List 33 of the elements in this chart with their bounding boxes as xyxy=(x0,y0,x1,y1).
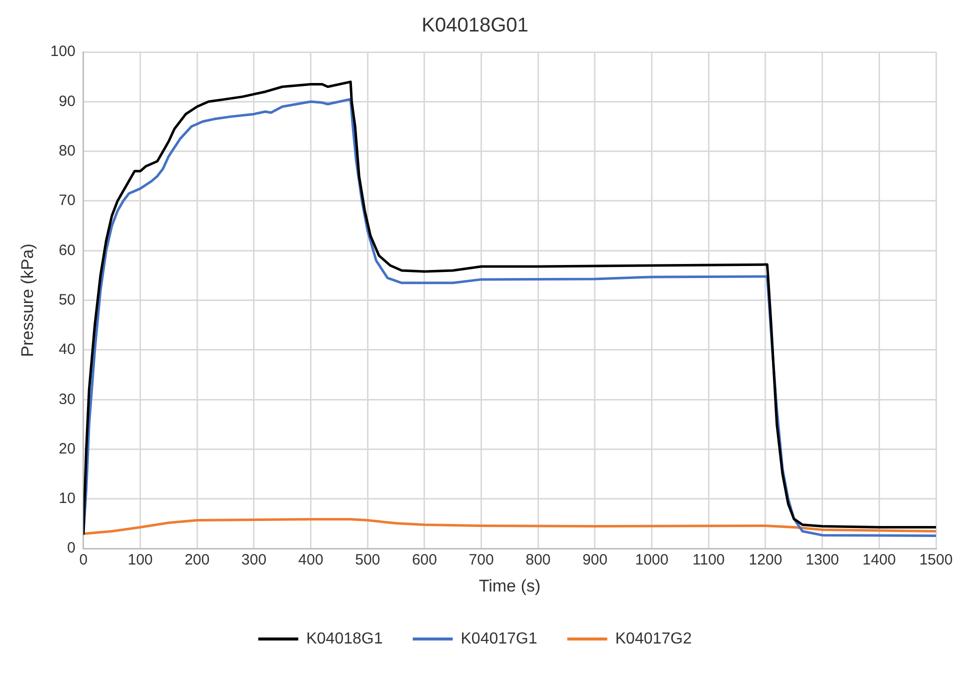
x-tick-label: 0 xyxy=(79,552,88,569)
y-tick-label: 20 xyxy=(58,440,76,458)
x-tick-label: 1000 xyxy=(635,552,668,569)
x-tick-label: 300 xyxy=(241,552,266,569)
x-tick-label: 1200 xyxy=(748,552,782,569)
x-tick-label: 1400 xyxy=(862,552,896,569)
chart-title: K04018G01 xyxy=(422,14,528,37)
x-tick-label: 1100 xyxy=(692,552,725,569)
legend-label: K04018G1 xyxy=(306,630,383,648)
y-tick-label: 10 xyxy=(58,490,76,508)
x-tick-label: 500 xyxy=(355,552,380,569)
y-tick-label: 60 xyxy=(58,242,76,259)
y-tick-label: 80 xyxy=(58,142,76,160)
x-axis-title: Time (s) xyxy=(478,576,541,596)
y-tick-label: 30 xyxy=(58,390,76,408)
x-tick-label: 1500 xyxy=(919,552,953,569)
x-tick-label: 800 xyxy=(526,552,551,569)
x-tick-label: 700 xyxy=(468,552,494,569)
y-tick-label: 70 xyxy=(58,192,76,210)
x-tick-label: 600 xyxy=(412,552,437,569)
y-axis-title: Pressure (kPa) xyxy=(18,244,37,357)
y-tick-label: 0 xyxy=(67,540,76,557)
y-tick-label: 90 xyxy=(58,92,76,110)
legend-label: K04017G2 xyxy=(615,630,692,648)
legend-label: K04017G1 xyxy=(460,630,538,648)
y-tick-label: 50 xyxy=(58,291,76,308)
x-tick-label: 900 xyxy=(582,552,608,569)
x-tick-label: 100 xyxy=(128,552,153,569)
x-tick-label: 1300 xyxy=(806,552,840,569)
x-tick-label: 400 xyxy=(298,552,324,569)
x-tick-label: 200 xyxy=(184,552,210,569)
y-tick-label: 100 xyxy=(50,43,76,60)
y-tick-label: 40 xyxy=(58,341,76,358)
